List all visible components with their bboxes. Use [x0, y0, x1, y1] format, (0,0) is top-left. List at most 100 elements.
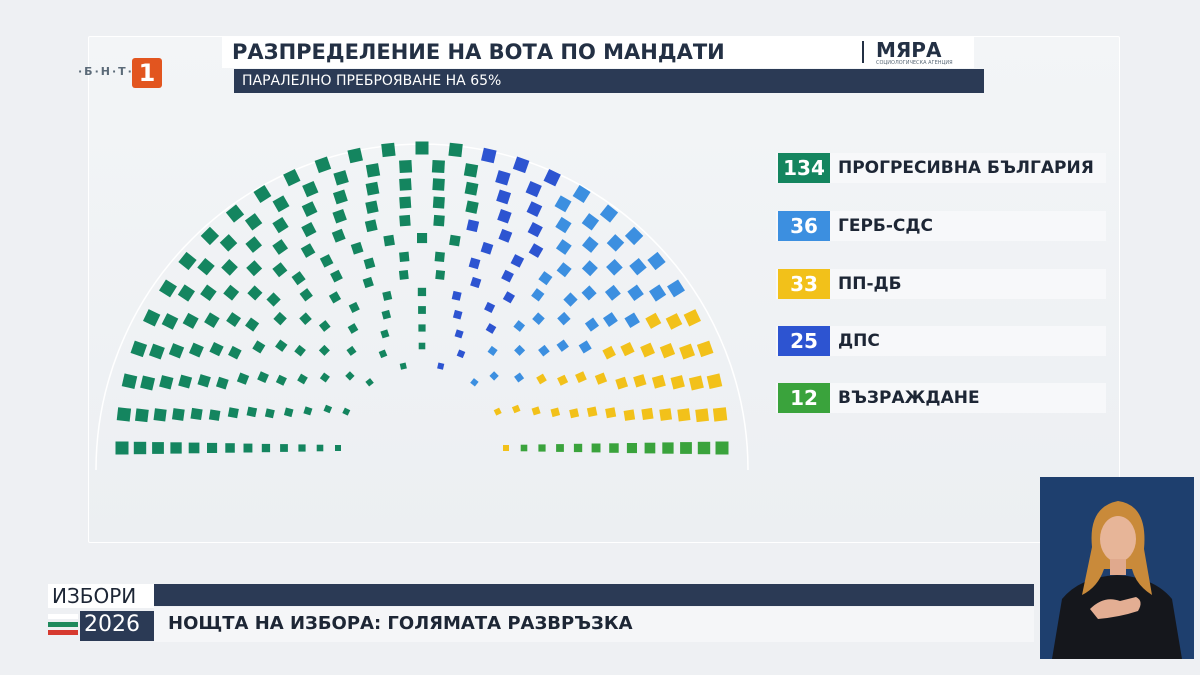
- elections-label-box: ИЗБОРИ: [48, 584, 154, 608]
- seat: [417, 233, 428, 244]
- flag-stripe-white: [48, 614, 78, 619]
- seat: [382, 290, 393, 301]
- legend-party-name: ГЕРБ-СДС: [838, 216, 934, 236]
- seat: [319, 372, 330, 383]
- seat: [363, 257, 376, 270]
- seat: [514, 344, 526, 356]
- title-bar: РАЗПРЕДЕЛЕНИЕ НА ВОТА ПО МАНДАТИ МЯРА СО…: [222, 37, 974, 68]
- seat: [433, 214, 445, 227]
- seat: [275, 374, 287, 386]
- legend-item: 12 ВЪЗРАЖДАНЕ: [776, 383, 1106, 413]
- seat: [525, 180, 542, 198]
- seat: [399, 362, 407, 370]
- seat: [578, 340, 592, 354]
- seat: [200, 284, 217, 302]
- seat: [208, 409, 221, 421]
- seat: [437, 362, 445, 370]
- seat: [554, 195, 572, 213]
- seat: [333, 170, 349, 186]
- seat: [532, 312, 545, 325]
- seat: [520, 444, 528, 452]
- seat: [226, 312, 242, 327]
- seat: [153, 408, 167, 422]
- seat: [342, 407, 351, 416]
- seat: [623, 409, 636, 421]
- interpreter-figure: [1052, 501, 1182, 659]
- flag-stripe-red: [48, 630, 78, 635]
- seat: [283, 169, 301, 187]
- seat: [246, 406, 258, 418]
- seat: [365, 163, 381, 178]
- seat: [209, 341, 224, 357]
- seat: [182, 312, 199, 329]
- seat: [581, 285, 597, 301]
- subtitle-bar: ПАРАЛЕЛНО ПРЕБРОЯВАНЕ НА 65%: [234, 69, 984, 93]
- seat: [659, 408, 673, 421]
- seat: [448, 142, 463, 158]
- seat: [299, 312, 312, 325]
- legend-seat-count: 33: [778, 269, 830, 299]
- seat: [140, 375, 156, 391]
- seat: [299, 288, 313, 302]
- seat: [584, 317, 600, 332]
- seat: [225, 204, 245, 223]
- channel-logo-number: 1: [132, 58, 162, 88]
- seat: [350, 241, 364, 255]
- seat: [620, 341, 635, 357]
- seat: [399, 159, 413, 174]
- seat: [432, 196, 445, 209]
- legend-item: 25 ДПС: [776, 326, 1106, 356]
- seat: [493, 407, 502, 416]
- seat: [624, 226, 644, 246]
- seat: [531, 406, 541, 416]
- seat: [257, 371, 269, 384]
- seat: [569, 408, 580, 419]
- seat: [526, 201, 543, 217]
- seat: [451, 290, 462, 301]
- seat: [464, 181, 479, 196]
- seat: [555, 239, 572, 255]
- seat: [680, 442, 692, 454]
- seat: [591, 443, 601, 453]
- seat: [316, 444, 324, 452]
- seat: [300, 243, 316, 258]
- seat: [572, 185, 591, 203]
- seat: [152, 442, 164, 454]
- seat: [435, 270, 446, 280]
- seat: [418, 342, 426, 350]
- seat: [606, 258, 623, 276]
- seat: [484, 301, 496, 313]
- seat: [466, 219, 480, 233]
- seat: [581, 260, 598, 277]
- seat: [381, 142, 396, 158]
- election-year-box: 2026: [80, 611, 154, 641]
- seat: [695, 408, 709, 423]
- seat: [177, 284, 195, 302]
- flag-stripe-green: [48, 622, 78, 627]
- seat: [513, 320, 526, 332]
- seat: [550, 407, 561, 418]
- seat: [573, 443, 583, 453]
- seat: [456, 349, 466, 359]
- seat: [688, 375, 704, 391]
- seat: [662, 442, 674, 454]
- seat: [330, 269, 343, 283]
- seat: [514, 372, 525, 383]
- seat: [615, 376, 629, 390]
- seat: [345, 371, 355, 381]
- seat: [301, 201, 318, 217]
- seat: [641, 407, 654, 421]
- seat: [302, 180, 319, 198]
- seat: [364, 219, 378, 233]
- seat: [454, 329, 464, 339]
- legend-seat-count: 36: [778, 211, 830, 241]
- seat: [171, 408, 185, 421]
- seat: [645, 312, 662, 329]
- seat: [449, 234, 461, 247]
- seat: [264, 408, 275, 419]
- channel-logo: ·Б·Н·Т· 1: [72, 58, 180, 88]
- seat: [511, 404, 521, 414]
- seat: [253, 185, 272, 203]
- seat: [501, 269, 514, 283]
- seat: [418, 306, 426, 314]
